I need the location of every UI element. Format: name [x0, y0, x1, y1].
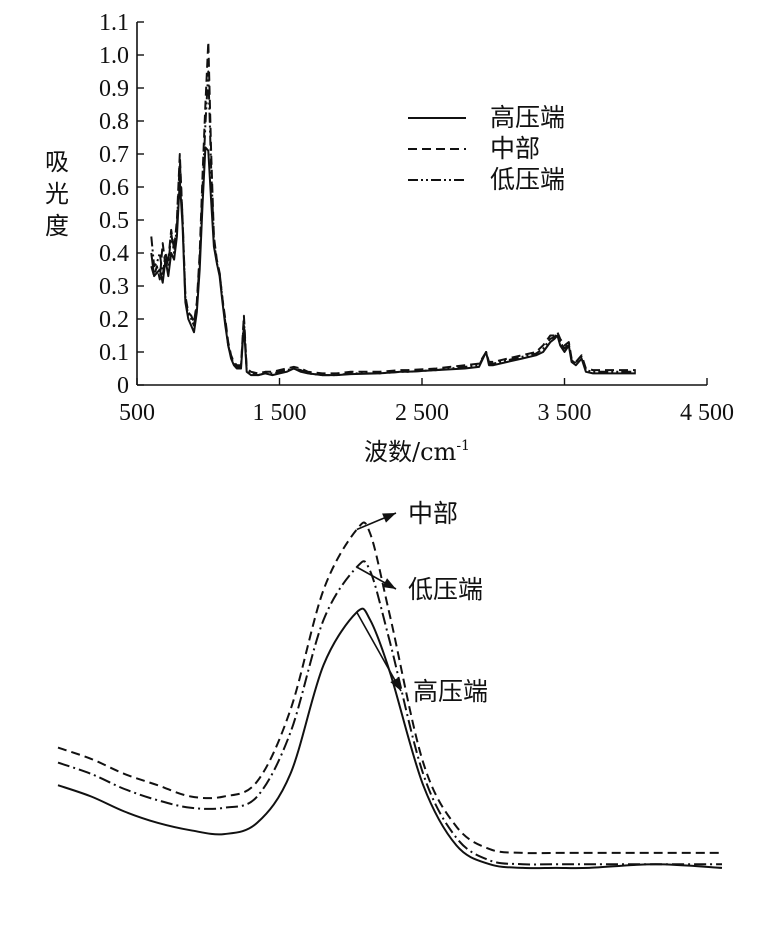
y-tick-label: 1.1: [99, 10, 129, 36]
y-axis-title-group: 吸光度: [45, 148, 69, 240]
x-tick-label: 1 500: [253, 400, 307, 426]
zoom-line-low-pressure: [57, 560, 722, 866]
top-chart-axes: 0 0.1 0.2 0.3 0.4 0.5 0.6 0.7 0.8 0.9 1.0 1.1 500 1 5…: [99, 10, 734, 426]
annotation-label: 高压端: [413, 677, 488, 706]
y-tick-label: 0.3: [99, 274, 129, 300]
y-axis-title-char: 光: [45, 180, 69, 208]
y-tick-label: 0.7: [99, 142, 129, 168]
y-tick-label: 0.9: [99, 76, 129, 102]
y-axis-title-char: 吸: [45, 148, 69, 176]
y-tick-label: 0.2: [99, 307, 129, 333]
y-tick-label: 0.1: [99, 340, 129, 366]
zoom-line-high-pressure: [57, 607, 723, 870]
annotation-arrowhead: [382, 513, 396, 523]
legend-label: 低压端: [490, 165, 565, 194]
x-axis-title-sup: -1: [456, 438, 470, 454]
y-tick-label: 1.0: [99, 43, 129, 69]
y-tick-label: 0.5: [99, 208, 129, 234]
annotation-label: 低压端: [408, 575, 483, 604]
annotation-label: 中部: [408, 499, 458, 528]
x-axis-title-main: 波数/cm: [364, 438, 457, 466]
x-tick-label: 2 500: [395, 400, 449, 426]
annotation-arrow: [356, 611, 402, 692]
y-tick-label: 0.8: [99, 109, 129, 135]
x-tick-label: 3 500: [538, 400, 592, 426]
y-axis-title-char: 度: [45, 212, 69, 240]
x-tick-label: 4 500: [680, 400, 734, 426]
series-line-middle: [150, 40, 636, 375]
y-tick-label: 0: [117, 373, 129, 399]
top-chart-series: [150, 40, 636, 377]
zoom-line-middle: [57, 521, 722, 855]
legend-label: 中部: [490, 134, 540, 163]
x-axis-title: 波数/cm-1: [364, 438, 470, 466]
annotation-arrowhead: [382, 578, 396, 589]
y-tick-label: 0.4: [99, 241, 129, 267]
series-line-low-pressure: [150, 70, 636, 377]
legend-label: 高压端: [490, 103, 565, 132]
annotation-arrowhead: [390, 677, 401, 691]
y-tick-label: 0.6: [99, 175, 129, 201]
top-spectrum-chart: 吸光度 波数/cm-1 0 0.1 0.2 0.3 0.4 0.5 0.6 0.7 0.8 0.9…: [45, 10, 734, 466]
x-tick-label: 500: [119, 400, 155, 426]
bottom-chart-series: [57, 521, 723, 870]
